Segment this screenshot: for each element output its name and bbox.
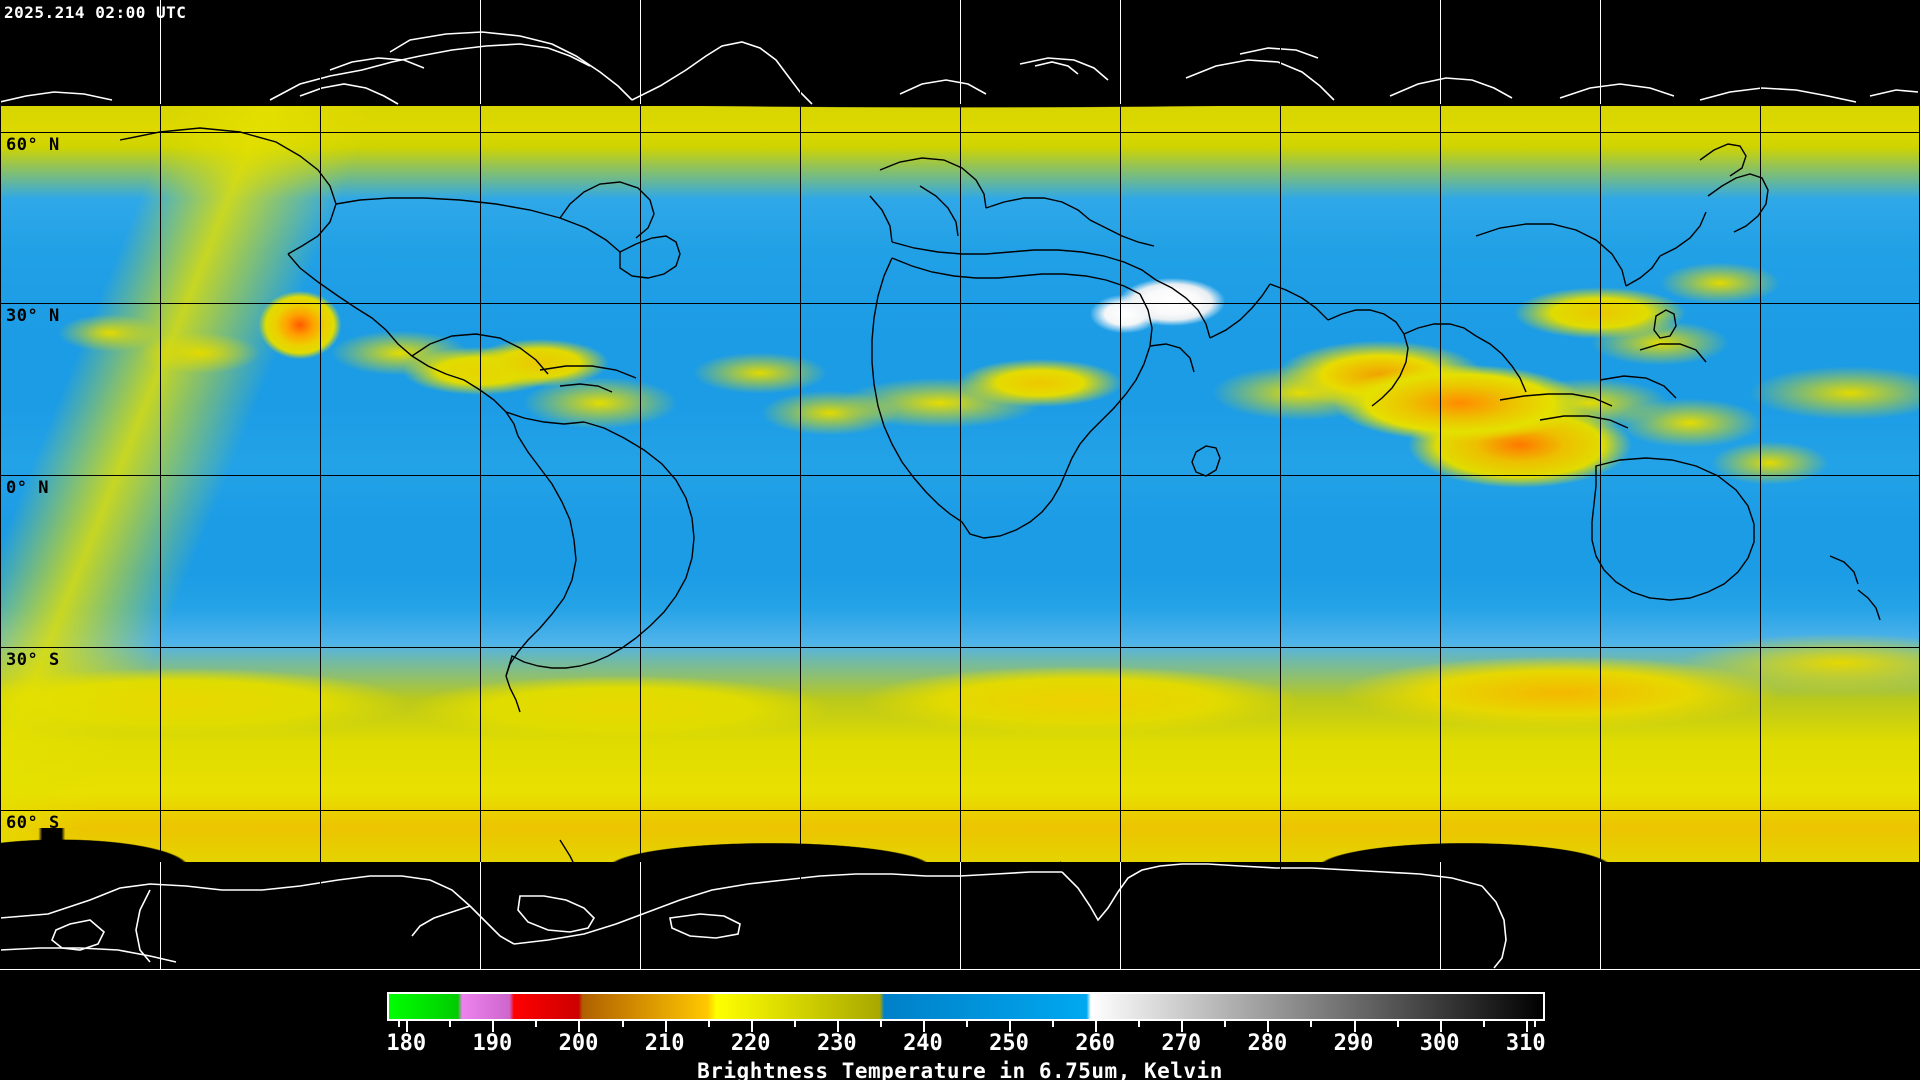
gridline-meridian: [1440, 0, 1441, 970]
gridline-meridian-polar: [1600, 862, 1601, 970]
gridline-meridian: [1120, 0, 1121, 970]
gridline-meridian: [960, 0, 961, 970]
colorbar-label-270: 270: [1161, 1031, 1202, 1056]
colorbar-tick-minor: [879, 1021, 882, 1027]
gridline-meridian: [1600, 0, 1601, 970]
colorbar-label-280: 280: [1247, 1031, 1288, 1056]
colorbar-label-200: 200: [558, 1031, 599, 1056]
colorbar-tick-labels: 180 190 200 210 220 230 240 250 260 270 280 290 300 3…: [0, 1031, 1920, 1057]
colorbar-tick-minor: [1310, 1021, 1313, 1027]
lat-label-30n: 30° N: [6, 306, 60, 326]
colorbar-label-240: 240: [903, 1031, 943, 1056]
lat-label-60s: 60° S: [6, 813, 60, 833]
colorbar-tick-240: [922, 1021, 925, 1032]
gridline-meridian: [160, 0, 161, 970]
colorbar-label-230: 230: [816, 1031, 857, 1056]
global-map-panel[interactable]: 60° N 30° N 0° N 30° S 60° S 2025.214 02…: [0, 0, 1920, 970]
gridline-parallel-30n: [0, 303, 1920, 304]
gridline-meridian: [640, 0, 641, 970]
gridline-meridian: [320, 0, 321, 970]
gridline-meridian-polar: [1120, 862, 1121, 970]
colorbar-tick-minor: [397, 1021, 400, 1027]
gridline-meridian-polar: [1600, 0, 1601, 104]
colorbar-tick-minor: [1224, 1021, 1227, 1027]
colorbar-tick-minor: [621, 1021, 624, 1027]
colorbar-tick-290: [1353, 1021, 1356, 1032]
timestamp-label: 2025.214 02:00 UTC: [4, 3, 187, 22]
colorbar-frame[interactable]: [387, 992, 1545, 1021]
legend-title: Brightness Temperature in 6.75um, Kelvin: [697, 1059, 1223, 1080]
gridline-meridian-polar: [640, 862, 641, 970]
colorbar-tick-210: [664, 1021, 667, 1032]
colorbar-tick-230: [836, 1021, 839, 1032]
colorbar-tick-190: [492, 1021, 495, 1032]
lat-label-30s: 30° S: [6, 650, 60, 670]
colorbar-tick-minor: [1052, 1021, 1055, 1027]
colorbar-tick-minor: [1482, 1021, 1485, 1027]
colorbar-tick-260: [1095, 1021, 1098, 1032]
gridline-parallel-30s: [0, 647, 1920, 648]
colorbar-tick-310: [1525, 1021, 1528, 1032]
gridline-meridian-polar: [480, 862, 481, 970]
colorbar-label-190: 190: [472, 1031, 513, 1056]
colorbar-label-220: 220: [730, 1031, 771, 1056]
colorbar-tick-minor: [449, 1021, 452, 1027]
colorbar-label-290: 290: [1333, 1031, 1374, 1056]
gridline-meridian-polar: [1440, 0, 1441, 104]
colorbar-tick-300: [1439, 1021, 1442, 1032]
colorbar-legend: 180 190 200 210 220 230 240 250 260 270 280 290 300 3…: [0, 975, 1920, 1080]
gridline-meridian: [1280, 0, 1281, 970]
colorbar-tick-minor: [535, 1021, 538, 1027]
colorbar-tick-280: [1267, 1021, 1270, 1032]
gridline-meridian-polar: [960, 0, 961, 104]
dry-slot-warm-region-secondary: [1085, 290, 1165, 338]
colorbar-tick-200: [578, 1021, 581, 1032]
colorbar-label-300: 300: [1419, 1031, 1460, 1056]
gridline-meridian: [0, 0, 1, 970]
gridline-meridian-polar: [1120, 0, 1121, 104]
colorbar-tick-minor: [1396, 1021, 1399, 1027]
colorbar-tick-minor: [707, 1021, 710, 1027]
gridline-meridian-polar: [480, 0, 481, 104]
gridline-parallel-equator: [0, 475, 1920, 476]
colorbar-gradient: [389, 994, 1543, 1019]
colorbar-tick-minor: [966, 1021, 968, 1027]
gridline-meridian-polar: [1440, 862, 1441, 970]
colorbar-label-310: 310: [1505, 1031, 1546, 1056]
colorbar-tick-marks: [389, 1021, 1543, 1032]
colorbar-label-210: 210: [644, 1031, 685, 1056]
colorbar-tick-250: [1009, 1021, 1012, 1032]
lat-label-60n: 60° N: [6, 135, 60, 155]
gridline-parallel-60s: [0, 810, 1920, 811]
map-bottom-divider: [0, 969, 1920, 970]
colorbar-tick-minor: [793, 1021, 796, 1027]
colorbar-label-180: 180: [386, 1031, 427, 1056]
lat-label-0n: 0° N: [6, 478, 49, 498]
gridline-meridian: [1760, 0, 1761, 970]
colorbar-tick-220: [750, 1021, 753, 1032]
gridline-meridian-polar: [960, 862, 961, 970]
colorbar-tick-180: [406, 1021, 409, 1032]
colorbar-tick-minor: [1534, 1021, 1537, 1027]
colorbar-tick-270: [1181, 1021, 1184, 1032]
gridline-meridian-polar: [640, 0, 641, 104]
gridline-meridian-polar: [160, 0, 161, 104]
colorbar-label-250: 250: [989, 1031, 1029, 1056]
colorbar-label-260: 260: [1075, 1031, 1116, 1056]
colorbar-tick-minor: [1138, 1021, 1141, 1027]
gridline-meridian-polar: [160, 862, 161, 970]
gridline-parallel-60n: [0, 132, 1920, 133]
gridline-meridian: [480, 0, 481, 970]
gridline-meridian: [800, 0, 801, 970]
